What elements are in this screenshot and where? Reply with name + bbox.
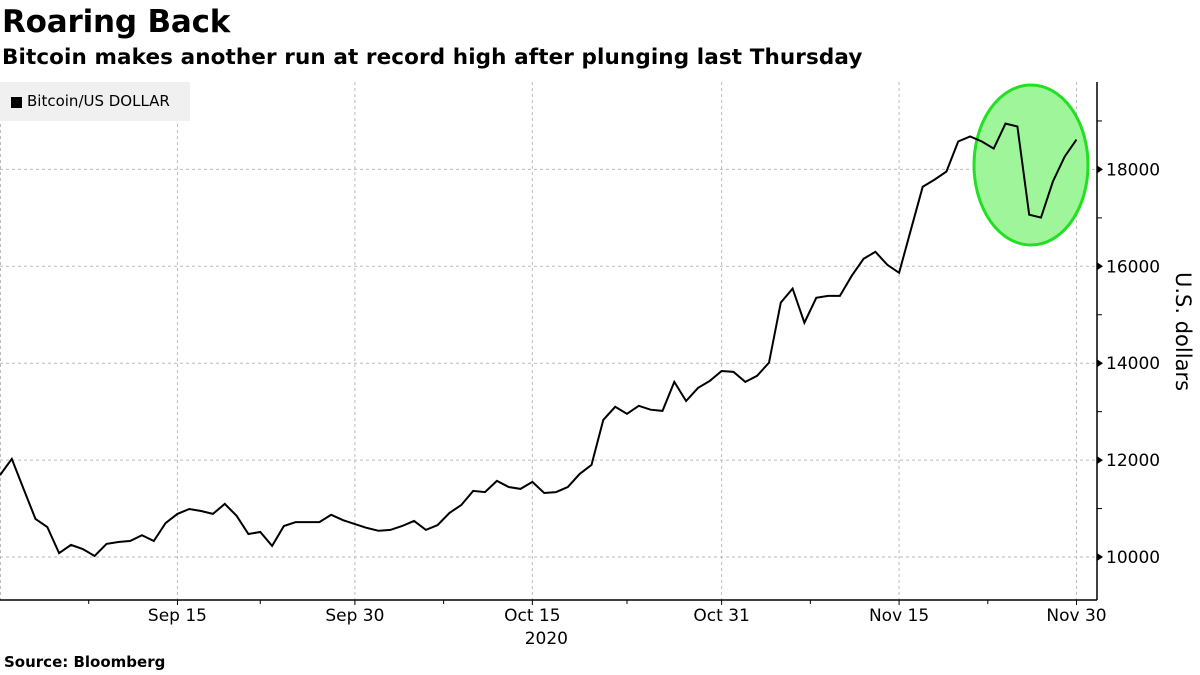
legend: Bitcoin/US DOLLAR [0,82,190,121]
x-tick-label: Sep 15 [148,606,207,626]
x-tick-label: Oct 15 [504,606,560,626]
y-tick-label: 12000 [1106,451,1160,471]
x-tick-label: Nov 15 [869,606,929,626]
axis-labels: 10000 12000 14000 16000 18000 Sep 15 Sep 30 Oct… [148,160,1195,649]
year-label: 2020 [525,629,568,649]
y-axis-title: U.S. dollars [1171,272,1195,391]
y-tick-label: 18000 [1106,160,1160,180]
bitcoin-price-line [0,122,1078,558]
chart-title: Roaring Back [2,4,231,40]
y-tick-label: 16000 [1106,257,1160,277]
source-note: Source: Bloomberg [4,653,166,671]
y-tick-label: 14000 [1106,354,1160,374]
x-tick-label: Nov 30 [1046,606,1106,626]
x-tick-label: Sep 30 [325,606,384,626]
legend-swatch-icon [11,97,22,108]
chart-subtitle: Bitcoin makes another run at record high… [2,45,863,70]
gridlines [0,82,1097,600]
highlight-ellipse [972,83,1090,247]
axes [0,82,1103,605]
legend-label: Bitcoin/US DOLLAR [27,92,170,110]
x-tick-label: Oct 31 [693,606,749,626]
y-tick-label: 10000 [1106,548,1160,568]
